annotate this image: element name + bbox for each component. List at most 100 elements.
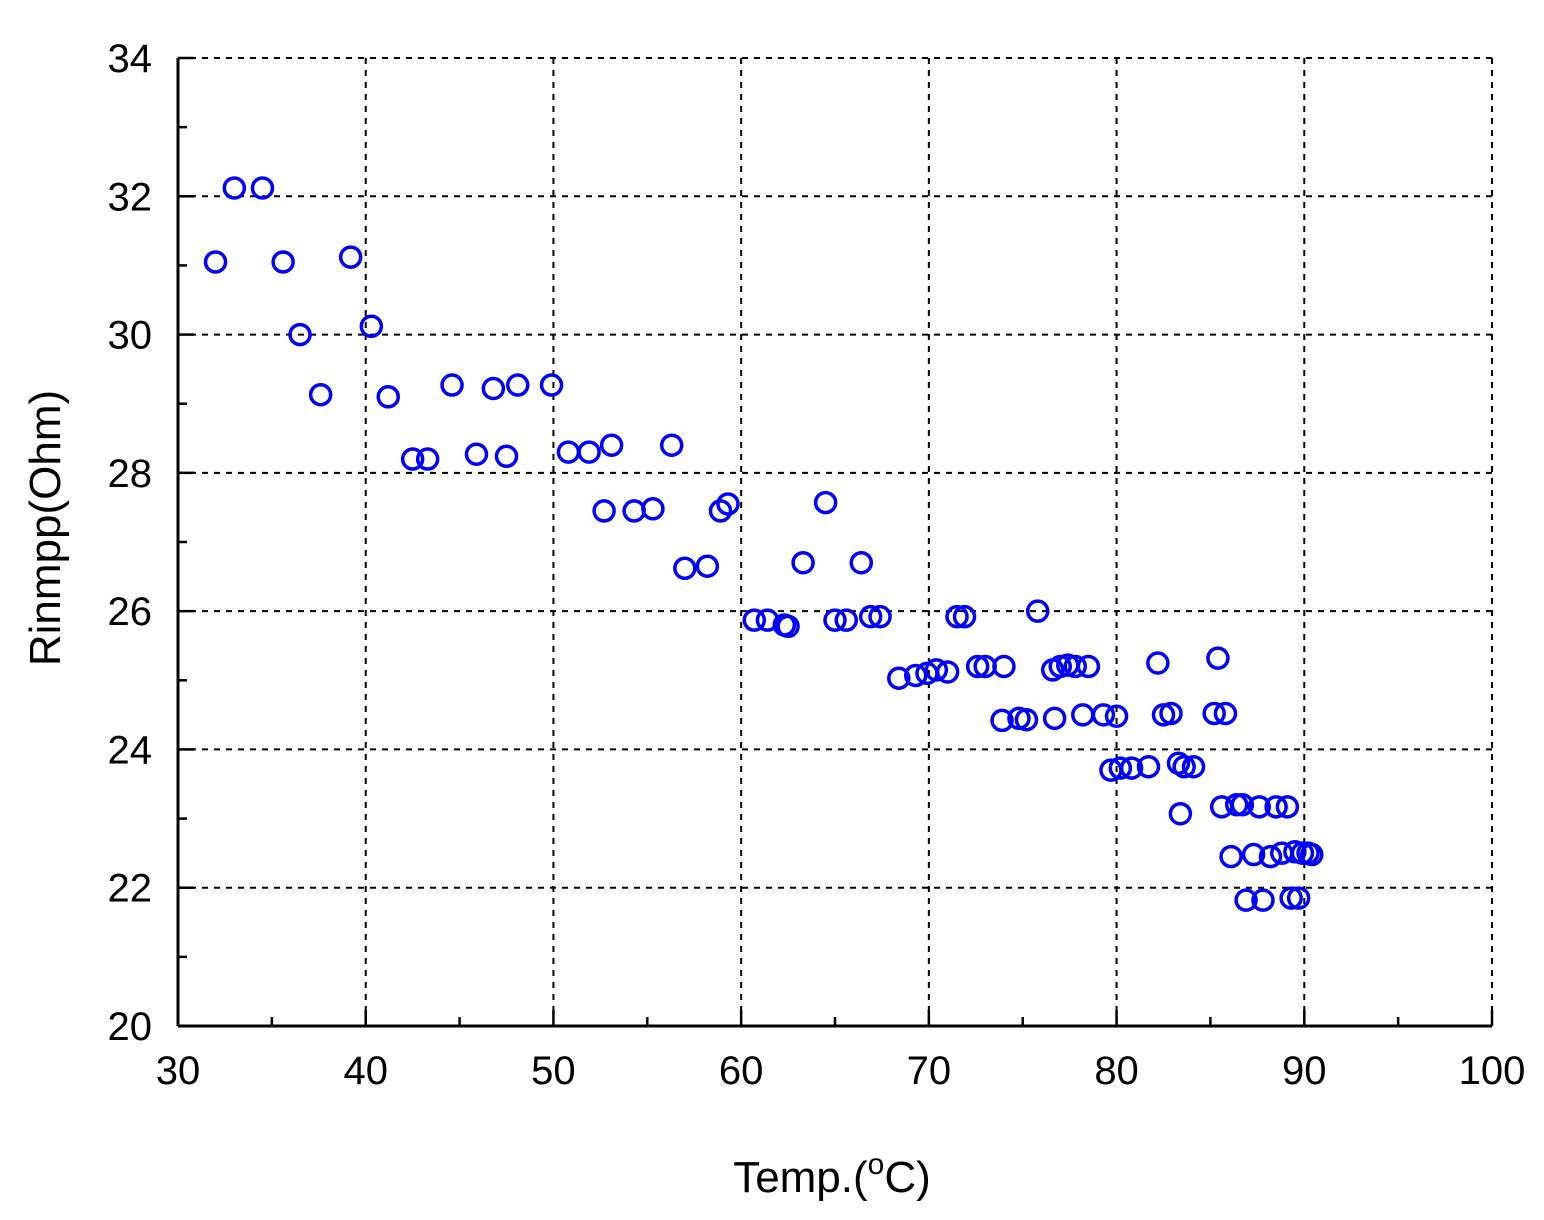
data-point [708, 499, 733, 523]
x-tick-label: 90 [1282, 1049, 1327, 1093]
data-point [288, 322, 312, 347]
data-point [440, 373, 464, 397]
data-point [1014, 707, 1039, 732]
data-point [823, 608, 847, 632]
data-point [1025, 599, 1050, 623]
y-tick-label: 32 [108, 175, 153, 219]
data-point [271, 250, 295, 274]
x-tick-label: 60 [719, 1049, 764, 1093]
data-point [400, 447, 425, 471]
y-tick-label: 22 [108, 867, 153, 911]
x-tick-label: 100 [1459, 1049, 1526, 1093]
data-point [415, 447, 440, 471]
x-tick-labels: 30 40 50 60 70 80 90 100 [156, 1049, 1526, 1093]
data-point [1286, 886, 1311, 910]
data-point [1279, 886, 1303, 910]
data-point [1241, 842, 1266, 867]
data-point [1119, 756, 1144, 780]
data-point [935, 660, 960, 684]
data-point [481, 376, 506, 401]
x-axis-title-suffix: C) [884, 1153, 930, 1202]
data-point [695, 554, 720, 578]
data-point [834, 608, 859, 632]
data-point [716, 492, 740, 516]
data-point [539, 373, 564, 397]
y-tick-label: 34 [108, 37, 153, 81]
data-point [1251, 888, 1275, 912]
data-point [1159, 701, 1183, 726]
x-axis-title: Temp.(oC) [733, 1148, 931, 1202]
data-point [849, 550, 874, 575]
data-point [599, 433, 624, 457]
data-point [858, 604, 883, 629]
y-tick-label: 30 [108, 314, 153, 358]
data-point [1234, 888, 1258, 912]
data-point [1042, 706, 1067, 731]
data-point [924, 658, 949, 682]
data-point [308, 382, 333, 407]
data-point [1071, 703, 1095, 727]
data-point [1264, 795, 1288, 819]
data-point [1275, 795, 1300, 819]
y-axis-title: Rinmpp(Ohm) [21, 390, 70, 666]
data-point [868, 604, 892, 629]
data-point [1202, 701, 1226, 726]
x-tick-label: 80 [1094, 1049, 1139, 1093]
data-point [338, 245, 363, 269]
data-point [1168, 801, 1193, 826]
y-tick-label: 28 [108, 452, 153, 496]
data-point [965, 654, 990, 679]
data-point [376, 385, 400, 409]
data-point [222, 176, 247, 200]
data-point [592, 499, 616, 523]
data-point [556, 440, 581, 464]
data-point [945, 604, 969, 629]
data-point [673, 556, 697, 581]
x-tick-label: 40 [343, 1049, 388, 1093]
data-point [1063, 654, 1088, 679]
data-point [813, 490, 838, 515]
data-point [776, 614, 800, 639]
x-tick-label: 50 [531, 1049, 576, 1093]
y-tick-labels: 20 22 24 26 28 30 32 34 [108, 37, 153, 1049]
data-point [903, 663, 928, 688]
y-tick-label: 26 [108, 590, 153, 634]
tick-marks [176, 56, 1494, 1028]
data-point [952, 604, 977, 629]
data-point [494, 444, 519, 469]
data-point [990, 708, 1014, 733]
data-point [1300, 842, 1324, 867]
data-point [1230, 792, 1255, 817]
data-point [622, 499, 646, 523]
data-point [1091, 703, 1116, 727]
x-tick-label: 30 [156, 1049, 201, 1093]
data-point [659, 433, 684, 457]
data-point [1206, 646, 1230, 670]
data-point [1146, 651, 1170, 675]
grid [178, 57, 1493, 1026]
data-point [1181, 754, 1206, 779]
data-point [791, 550, 815, 575]
data-point [250, 176, 275, 200]
data-point [203, 250, 228, 274]
data-point [1108, 756, 1133, 780]
data-point [1136, 754, 1161, 779]
data-point [641, 497, 665, 521]
x-tick-label: 70 [907, 1049, 952, 1093]
axes [176, 58, 1492, 1028]
data-point [1172, 754, 1196, 779]
data-point [1104, 704, 1129, 728]
data-point [1219, 844, 1243, 869]
data-point [742, 608, 767, 632]
y-tick-label: 20 [108, 1005, 153, 1049]
data-point [577, 440, 601, 464]
data-point [506, 373, 530, 397]
data-point [1213, 701, 1238, 726]
y-tick-label: 24 [108, 728, 153, 772]
data-point [464, 442, 489, 466]
data-point [1247, 795, 1271, 819]
data-point [359, 314, 384, 339]
data-point [1258, 844, 1283, 869]
